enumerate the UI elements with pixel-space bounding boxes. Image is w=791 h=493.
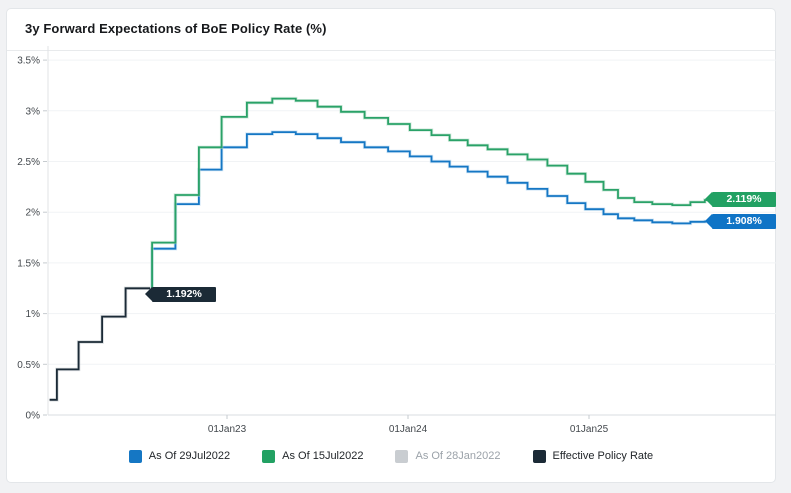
legend-swatch-icon bbox=[532, 449, 546, 463]
chart-legend: As Of 29Jul2022 As Of 15Jul2022 As Of 28Ja… bbox=[6, 443, 776, 469]
chart-header: 3y Forward Expectations of BoE Policy Ra… bbox=[7, 9, 775, 51]
legend-item-as-of-29jul2022[interactable]: As Of 29Jul2022 bbox=[128, 449, 231, 463]
end-value-badge-15jul2022: 2.119% bbox=[705, 192, 776, 207]
chart-card: 3y Forward Expectations of BoE Policy Ra… bbox=[6, 8, 776, 483]
legend-label: As Of 28Jan2022 bbox=[415, 450, 501, 462]
legend-swatch-icon bbox=[395, 449, 409, 463]
end-value-badge-29jul2022: 1.908% bbox=[705, 214, 776, 229]
legend-label: As Of 29Jul2022 bbox=[148, 450, 231, 462]
legend-swatch-icon bbox=[262, 449, 276, 463]
legend-item-effective-policy-rate[interactable]: Effective Policy Rate bbox=[532, 449, 654, 463]
legend-label: As Of 15Jul2022 bbox=[282, 450, 364, 462]
legend-label: Effective Policy Rate bbox=[552, 450, 654, 462]
end-value-text: 1.908% bbox=[726, 215, 762, 227]
chart-title: 3y Forward Expectations of BoE Policy Ra… bbox=[25, 21, 327, 36]
legend-swatch-icon bbox=[128, 449, 142, 463]
legend-item-as-of-28jan2022[interactable]: As Of 28Jan2022 bbox=[395, 449, 501, 463]
end-value-text: 2.119% bbox=[726, 193, 762, 205]
end-value-text: 1.192% bbox=[166, 288, 202, 300]
end-value-badge-effective-rate: 1.192% bbox=[145, 287, 216, 302]
legend-item-as-of-15jul2022[interactable]: As Of 15Jul2022 bbox=[262, 449, 364, 463]
